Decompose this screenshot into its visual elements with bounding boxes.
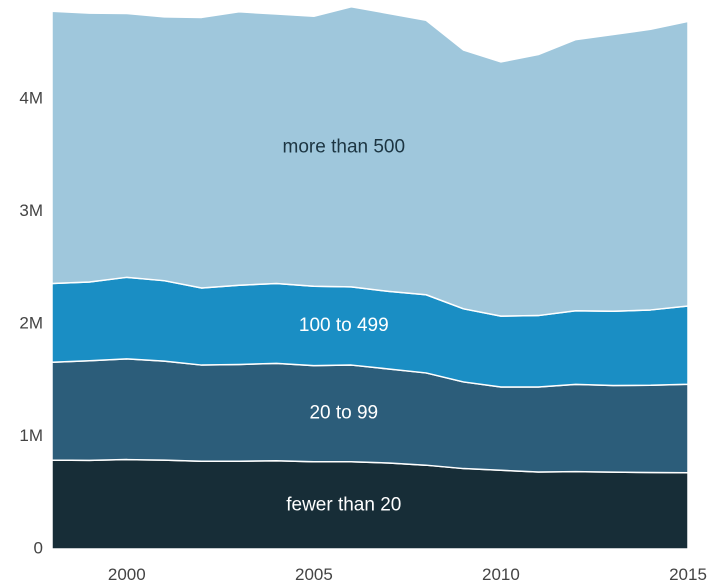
y-tick-label: 2M (19, 313, 43, 332)
series-label-more-than-500: more than 500 (283, 137, 406, 158)
series-label-layer: fewer than 20 20 to 99 100 to 499 more than… (283, 137, 406, 516)
y-axis: 0 1M 2M 3M 4M (19, 88, 43, 557)
y-tick-label: 3M (19, 201, 43, 220)
area-more-than-500 (51, 6, 689, 317)
x-tick-label: 2000 (108, 565, 146, 584)
area-layer (51, 6, 689, 550)
y-tick-label: 1M (19, 426, 43, 445)
y-tick-label: 4M (19, 88, 43, 107)
series-label-fewer-than-20: fewer than 20 (286, 494, 401, 515)
y-tick-label: 0 (34, 538, 43, 557)
x-tick-label: 2015 (669, 565, 707, 584)
x-tick-label: 2005 (295, 565, 333, 584)
series-label-20-to-99: 20 to 99 (309, 403, 378, 424)
x-axis: 2000 2005 2010 2015 (108, 565, 707, 584)
x-tick-label: 2010 (482, 565, 520, 584)
series-label-100-to-499: 100 to 499 (299, 315, 389, 336)
